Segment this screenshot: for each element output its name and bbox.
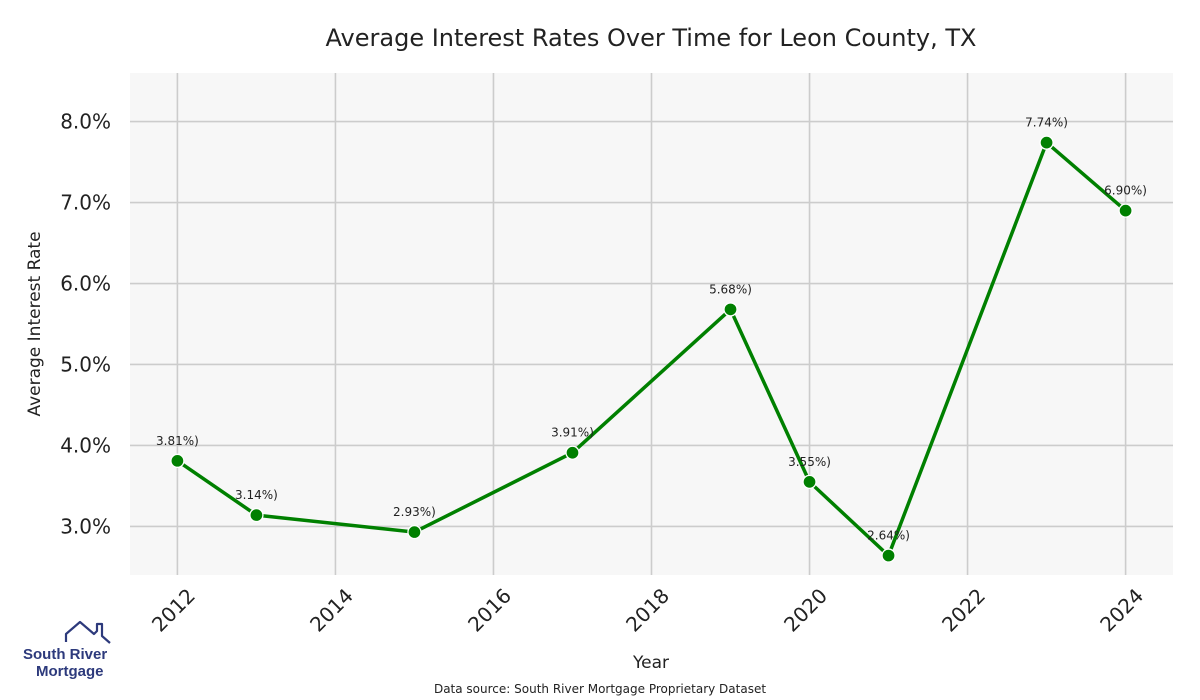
company-logo: South River Mortgage xyxy=(23,620,111,680)
x-tick-label: 2024 xyxy=(1095,584,1148,637)
grid-lines xyxy=(130,73,1173,575)
x-axis-label: Year xyxy=(632,653,669,673)
data-point xyxy=(723,302,738,317)
data-point-label: 6.90%) xyxy=(1104,184,1147,198)
data-point-label: 7.74%) xyxy=(1025,116,1068,130)
data-point-label: 2.64%) xyxy=(867,529,910,543)
x-tick-label: 2016 xyxy=(463,584,516,637)
data-point xyxy=(249,507,264,523)
data-point-label: 3.14%) xyxy=(235,488,278,502)
data-point-label: 5.68%) xyxy=(709,282,752,296)
data-point xyxy=(1039,135,1054,150)
x-axis-ticks: 2012 2014 2016 2018 2020 2022 2024 xyxy=(147,584,1148,637)
data-point-label: 3.55%) xyxy=(788,455,831,469)
data-point-label: 3.91%) xyxy=(551,426,594,440)
y-tick-label: 3.0% xyxy=(60,514,111,538)
data-point xyxy=(881,548,896,563)
y-tick-label: 5.0% xyxy=(60,352,111,376)
data-point xyxy=(407,524,422,540)
data-point xyxy=(565,445,580,460)
x-tick-label: 2014 xyxy=(305,584,358,637)
x-tick-label: 2012 xyxy=(147,584,200,637)
x-tick-label: 2022 xyxy=(937,584,990,637)
y-axis-label: Average Interest Rate xyxy=(25,231,45,416)
data-point xyxy=(170,453,185,468)
data-source-note: Data source: South River Mortgage Propri… xyxy=(434,682,766,696)
y-tick-label: 6.0% xyxy=(60,272,111,296)
logo-line-1: South River xyxy=(23,646,107,663)
x-tick-label: 2020 xyxy=(779,584,832,637)
y-tick-label: 7.0% xyxy=(60,191,111,215)
x-tick-label: 2018 xyxy=(621,584,674,637)
series-layer: 3.81%) 3.14%) 2.93%) 3.91%) 5.68%) 3.55%) 2.64… xyxy=(156,116,1147,563)
data-point xyxy=(1118,203,1133,218)
chart-title: Average Interest Rates Over Time for Leo… xyxy=(326,24,977,52)
y-tick-label: 4.0% xyxy=(60,433,111,457)
data-point xyxy=(802,474,817,490)
y-tick-label: 8.0% xyxy=(60,110,111,134)
data-point-label: 2.93%) xyxy=(393,505,436,519)
house-icon xyxy=(64,620,111,644)
logo-line-2: Mortgage xyxy=(36,663,104,680)
y-axis-ticks: 3.0% 4.0% 5.0% 6.0% 7.0% 8.0% xyxy=(60,110,111,539)
data-point-label: 3.81%) xyxy=(156,434,199,448)
